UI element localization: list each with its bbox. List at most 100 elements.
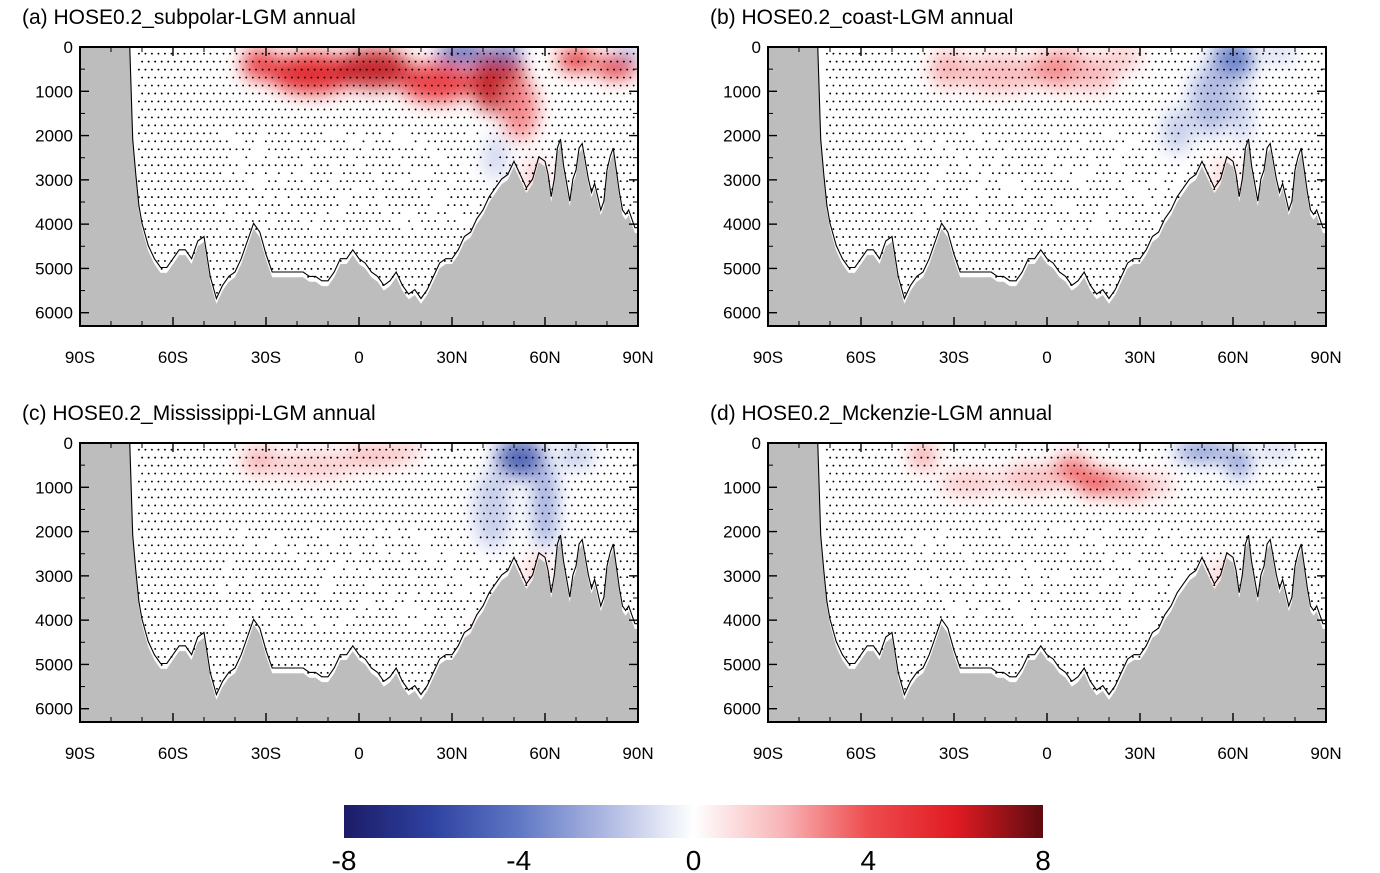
stipple-dot <box>861 188 864 191</box>
stipple-dot <box>391 655 394 658</box>
stipple-dot <box>479 188 482 191</box>
stipple-dot <box>1180 124 1183 127</box>
stipple-dot <box>1151 100 1154 103</box>
stipple-dot <box>1066 275 1069 278</box>
stipple-dot <box>248 84 251 87</box>
stipple-dot <box>375 92 378 95</box>
stipple-dot <box>310 76 313 79</box>
stipple-dot <box>975 68 978 71</box>
stipple-dot <box>424 576 427 579</box>
stipple-dot <box>842 204 845 207</box>
stipple-dot <box>261 68 264 71</box>
stipple-dot <box>443 116 446 119</box>
stipple-dot <box>216 116 218 119</box>
stipple-dot <box>245 456 248 459</box>
stipple-dot <box>998 188 1001 191</box>
stipple-dot <box>1011 220 1014 222</box>
stipple-dot <box>587 116 590 119</box>
stipple-dot <box>887 220 890 222</box>
stipple-dot <box>313 576 316 579</box>
stipple-dot <box>359 448 362 451</box>
stipple-dot <box>1154 188 1157 191</box>
stipple-dot <box>1144 68 1147 71</box>
stipple-dot <box>985 124 988 127</box>
stipple-dot <box>1275 148 1278 151</box>
stipple-dot <box>492 140 495 143</box>
stipple-dot <box>316 552 319 555</box>
stipple-dot <box>395 456 397 459</box>
stipple-dot <box>255 464 258 467</box>
stipple-dot <box>626 164 629 167</box>
stipple-dot <box>1170 180 1173 183</box>
stipple-dot <box>842 251 845 254</box>
stipple-dot <box>209 228 212 230</box>
stipple-dot <box>855 204 858 207</box>
stipple-dot <box>294 464 297 467</box>
stipple-dot <box>949 52 952 55</box>
stipple-dot <box>297 663 300 666</box>
stipple-dot <box>258 472 261 475</box>
stipple-dot <box>242 132 245 135</box>
stipple-dot <box>466 92 469 95</box>
stipple-dot <box>199 108 202 111</box>
stipple-dot <box>1004 76 1007 79</box>
stipple-dot <box>170 560 173 563</box>
stipple-dot <box>512 156 515 159</box>
stipple-dot <box>365 608 368 611</box>
stipple-dot <box>430 196 433 199</box>
stipple-dot <box>1197 68 1199 71</box>
stipple-dot <box>216 259 218 262</box>
stipple-dot <box>447 520 450 523</box>
stipple-dot <box>1255 180 1258 183</box>
stipple-dot <box>1099 164 1102 167</box>
stipple-dot <box>538 140 541 143</box>
stipple-dot <box>848 204 851 207</box>
stipple-dot <box>251 504 254 507</box>
stipple-dot <box>1164 148 1167 151</box>
stipple-dot <box>352 448 355 451</box>
stipple-dot <box>1167 204 1170 207</box>
stipple-dot <box>946 140 949 143</box>
stipple-dot <box>408 663 411 666</box>
stipple-dot <box>871 100 874 103</box>
stipple-dot <box>998 108 1001 111</box>
stipple-dot <box>505 76 508 79</box>
stipple-dot <box>1122 172 1125 175</box>
stipple-dot <box>1144 100 1147 103</box>
stipple-dot <box>271 632 274 634</box>
stipple-dot <box>349 124 352 127</box>
stipple-dot <box>939 60 942 63</box>
stipple-dot <box>141 156 144 159</box>
stipple-dot <box>505 124 508 127</box>
stipple-dot <box>881 204 884 207</box>
stipple-dot <box>522 116 524 119</box>
stipple-dot <box>1229 132 1232 135</box>
stipple-dot <box>1079 212 1082 215</box>
stipple-dot <box>489 544 492 547</box>
stipple-dot <box>1154 204 1157 207</box>
stipple-dot <box>160 140 163 143</box>
stipple-dot <box>1050 140 1053 143</box>
stipple-dot <box>447 76 450 79</box>
stipple-dot <box>1034 84 1037 87</box>
stipple-dot <box>1177 164 1180 167</box>
stipple-dot <box>499 156 502 159</box>
stipple-dot <box>1011 267 1014 270</box>
stipple-dot <box>238 124 241 127</box>
stipple-dot <box>1154 92 1157 95</box>
stipple-dot <box>845 116 848 119</box>
stipple-dot <box>874 140 877 143</box>
stipple-dot <box>1086 259 1089 262</box>
stipple-dot <box>316 632 319 634</box>
stipple-dot <box>190 624 192 626</box>
stipple-dot <box>160 520 163 523</box>
stipple-dot <box>147 600 150 603</box>
stipple-dot <box>447 236 450 238</box>
stipple-dot <box>894 172 897 175</box>
stipple-dot <box>868 124 871 127</box>
stipple-dot <box>336 124 339 127</box>
stipple-dot <box>887 108 890 111</box>
stipple-dot <box>1118 84 1121 87</box>
stipple-dot <box>1017 108 1020 111</box>
stipple-dot <box>1190 164 1193 167</box>
